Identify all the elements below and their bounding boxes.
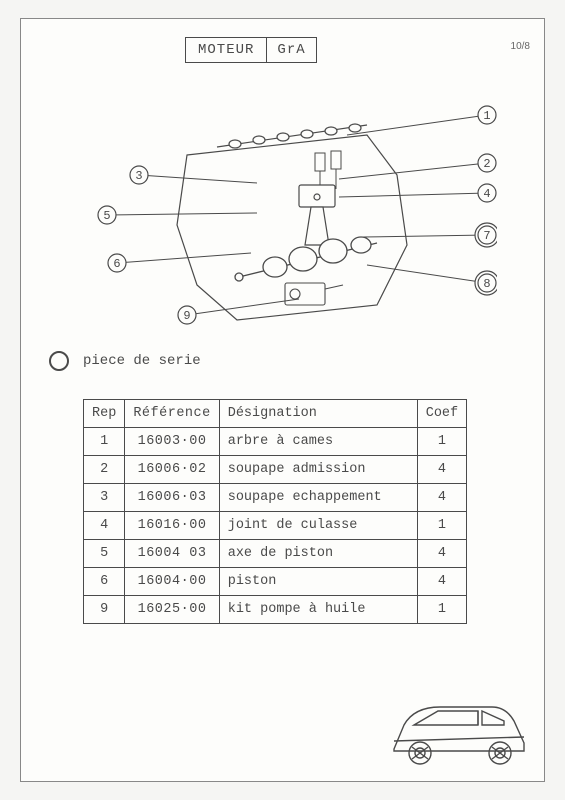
col-des: Désignation bbox=[219, 400, 417, 428]
col-coef: Coef bbox=[417, 400, 466, 428]
engine-diagram: 1 2 4 7 8 3 5 6 9 bbox=[67, 85, 497, 335]
cell-coef: 4 bbox=[417, 540, 466, 568]
cell-ref: 16025·00 bbox=[125, 596, 219, 624]
cell-coef: 1 bbox=[417, 428, 466, 456]
col-ref: Référence bbox=[125, 400, 219, 428]
cell-rep: 2 bbox=[84, 456, 125, 484]
cell-rep: 6 bbox=[84, 568, 125, 596]
cell-coef: 4 bbox=[417, 568, 466, 596]
cell-coef: 1 bbox=[417, 512, 466, 540]
callout-number: 4 bbox=[483, 187, 490, 201]
table-row: 216006·02soupape admission4 bbox=[84, 456, 467, 484]
cell-des: soupape admission bbox=[219, 456, 417, 484]
table-row: 616004·00piston4 bbox=[84, 568, 467, 596]
cell-des: arbre à cames bbox=[219, 428, 417, 456]
cell-rep: 9 bbox=[84, 596, 125, 624]
callout-number: 8 bbox=[483, 277, 490, 291]
cell-des: axe de piston bbox=[219, 540, 417, 568]
legend: piece de serie bbox=[49, 351, 201, 371]
cell-rep: 5 bbox=[84, 540, 125, 568]
header: MOTEUR GrA bbox=[185, 37, 317, 63]
cell-des: piston bbox=[219, 568, 417, 596]
table-row: 516004 03axe de piston4 bbox=[84, 540, 467, 568]
series-ring-icon bbox=[49, 351, 69, 371]
table-row: 116003·00arbre à cames1 bbox=[84, 428, 467, 456]
parts-table: Rep Référence Désignation Coef 116003·00… bbox=[83, 399, 467, 624]
cell-ref: 16016·00 bbox=[125, 512, 219, 540]
col-rep: Rep bbox=[84, 400, 125, 428]
cell-ref: 16004 03 bbox=[125, 540, 219, 568]
callout-number: 5 bbox=[103, 209, 110, 223]
car-icon bbox=[382, 691, 532, 771]
cell-ref: 16004·00 bbox=[125, 568, 219, 596]
callout-number: 2 bbox=[483, 157, 490, 171]
cell-rep: 3 bbox=[84, 484, 125, 512]
legend-label: piece de serie bbox=[83, 353, 201, 369]
cell-ref: 16003·00 bbox=[125, 428, 219, 456]
cell-des: kit pompe à huile bbox=[219, 596, 417, 624]
cell-coef: 4 bbox=[417, 456, 466, 484]
callout-number: 6 bbox=[113, 257, 120, 271]
cell-ref: 16006·02 bbox=[125, 456, 219, 484]
cell-des: joint de culasse bbox=[219, 512, 417, 540]
cell-rep: 4 bbox=[84, 512, 125, 540]
table-row: 316006·03soupape echappement4 bbox=[84, 484, 467, 512]
table-row: 416016·00joint de culasse1 bbox=[84, 512, 467, 540]
header-title: MOTEUR bbox=[185, 37, 267, 63]
table-header-row: Rep Référence Désignation Coef bbox=[84, 400, 467, 428]
page-number: 10/8 bbox=[511, 41, 530, 52]
callout-number: 9 bbox=[183, 309, 190, 323]
cell-rep: 1 bbox=[84, 428, 125, 456]
callout-number: 1 bbox=[483, 109, 490, 123]
header-spec: GrA bbox=[267, 37, 316, 63]
page-frame: MOTEUR GrA 10/8 bbox=[20, 18, 545, 782]
table-row: 916025·00kit pompe à huile1 bbox=[84, 596, 467, 624]
cell-des: soupape echappement bbox=[219, 484, 417, 512]
cell-coef: 4 bbox=[417, 484, 466, 512]
cell-ref: 16006·03 bbox=[125, 484, 219, 512]
callout-number: 3 bbox=[135, 169, 142, 183]
cell-coef: 1 bbox=[417, 596, 466, 624]
callout-number: 7 bbox=[483, 229, 490, 243]
